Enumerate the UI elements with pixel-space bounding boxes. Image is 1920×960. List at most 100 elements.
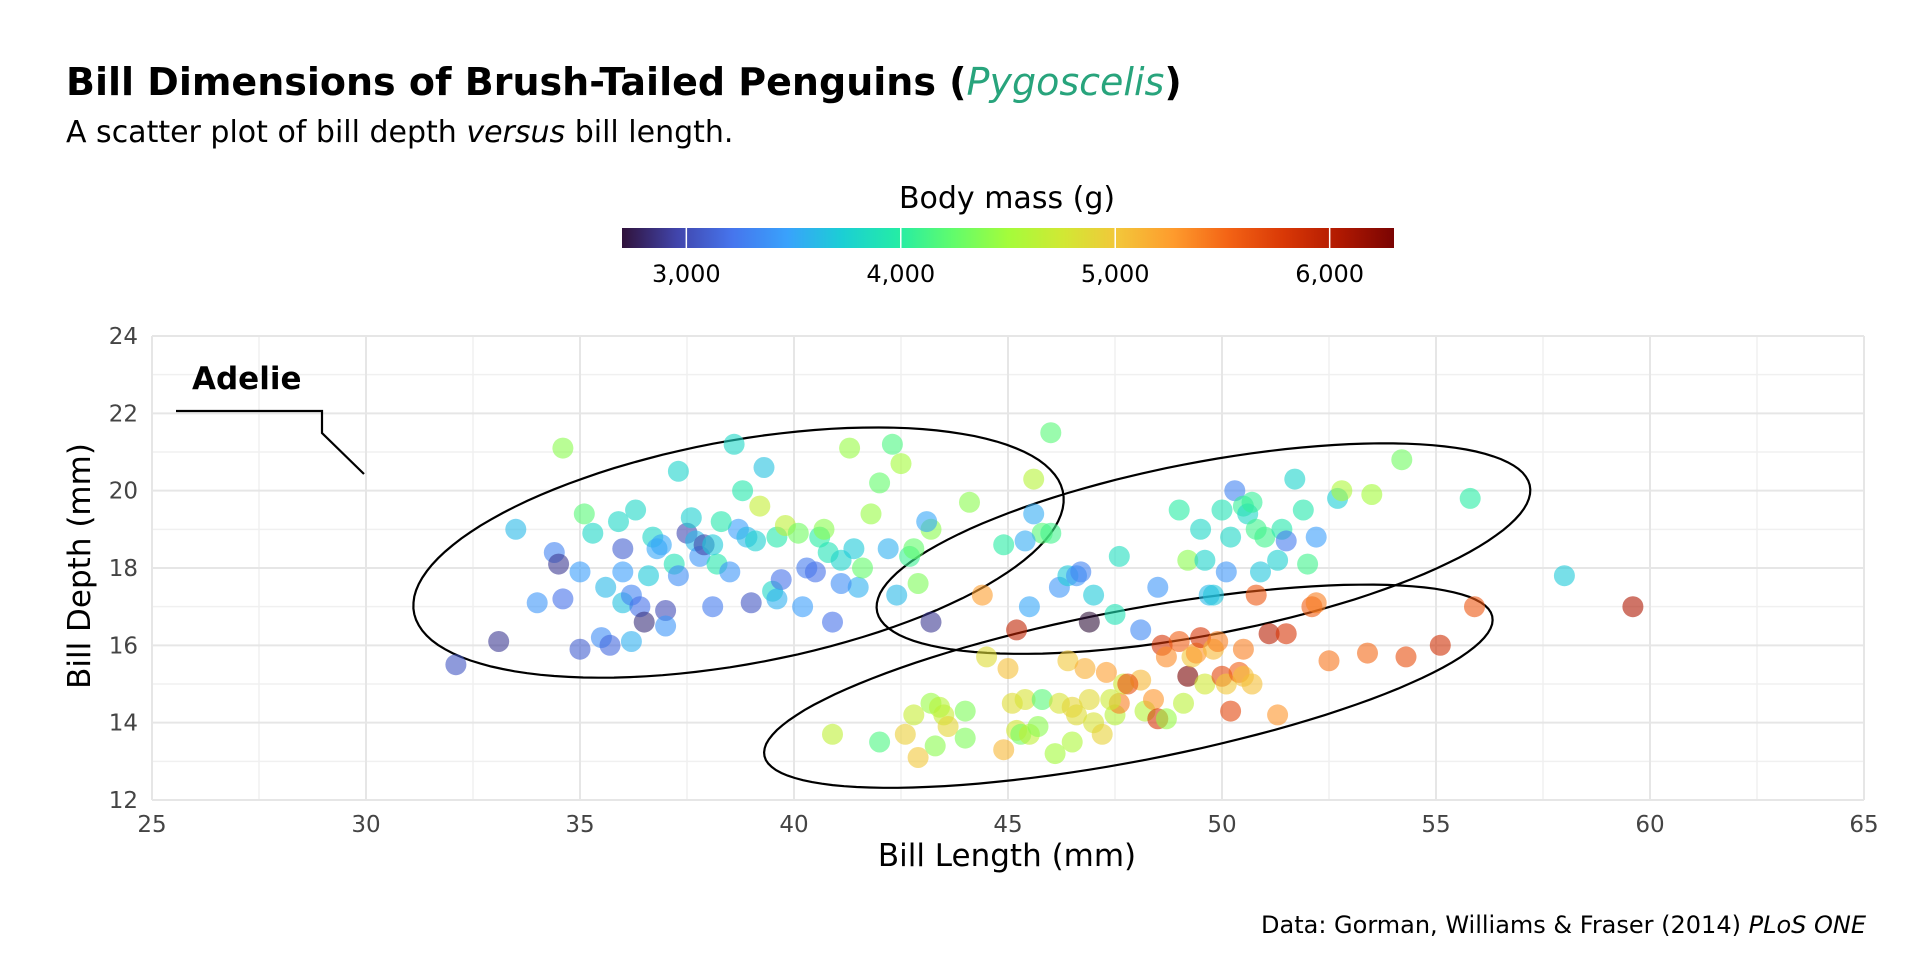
data-point: [723, 433, 745, 455]
data-point: [740, 592, 762, 614]
x-tick-label: 45: [993, 812, 1022, 838]
color-legend: Body mass (g) 3,000 4,000 5,000 6,000: [622, 181, 1394, 288]
legend-tick-label: 6,000: [1295, 260, 1364, 288]
data-point: [847, 576, 869, 598]
x-tick-label: 35: [565, 812, 594, 838]
subtitle-versus: versus: [466, 115, 565, 150]
subtitle-post: bill length.: [565, 115, 733, 150]
data-point: [1070, 561, 1092, 583]
data-point: [1232, 665, 1254, 687]
data-point: [1155, 646, 1177, 668]
data-point: [1061, 696, 1083, 718]
data-point: [1155, 708, 1177, 730]
data-point: [732, 480, 754, 502]
y-tick-label: 18: [109, 556, 138, 582]
data-point: [612, 538, 634, 560]
data-point: [1074, 658, 1096, 679]
data-point: [650, 534, 672, 556]
chart-title: Bill Dimensions of Brush-Tailed Penguins…: [66, 60, 1182, 104]
data-point: [625, 499, 647, 521]
data-point: [1318, 650, 1340, 672]
data-point: [869, 472, 891, 494]
y-tick-label: 16: [109, 633, 138, 659]
x-tick-label: 30: [351, 812, 380, 838]
data-point: [1267, 549, 1289, 571]
data-point: [877, 538, 899, 560]
data-point: [1553, 565, 1575, 587]
data-point: [1044, 743, 1066, 765]
data-point: [1194, 549, 1216, 571]
data-point: [1232, 638, 1254, 660]
data-point: [792, 596, 814, 618]
data-point: [954, 727, 976, 749]
data-point: [1031, 689, 1053, 710]
data-point: [1464, 596, 1485, 618]
data-point: [804, 561, 826, 583]
data-point: [1006, 619, 1028, 641]
x-tick-label: 40: [779, 812, 808, 838]
data-point: [1061, 731, 1083, 753]
data-point: [745, 530, 766, 552]
data-point: [822, 723, 843, 745]
data-point: [787, 522, 809, 544]
data-point: [1275, 530, 1297, 552]
group-ellipse: [412, 426, 1065, 679]
data-point: [852, 557, 873, 579]
chart-title-genus: Pygoscelis: [967, 60, 1165, 104]
data-point: [916, 511, 938, 533]
data-point: [655, 615, 677, 637]
data-points: [445, 422, 1644, 768]
data-point: [1275, 623, 1297, 645]
data-point: [552, 588, 574, 610]
data-point: [1250, 561, 1271, 583]
data-point: [1117, 673, 1139, 695]
data-point: [548, 553, 570, 575]
data-point: [1305, 526, 1327, 548]
data-point: [573, 503, 595, 525]
legend-tick-label: 4,000: [866, 260, 935, 288]
data-point: [667, 565, 689, 587]
y-tick-label: 14: [109, 711, 138, 737]
legend-tick-label: 5,000: [1081, 260, 1150, 288]
data-point: [595, 576, 617, 598]
data-point: [1173, 692, 1194, 714]
data-point: [869, 731, 891, 753]
annotation-label: Adelie: [192, 361, 301, 397]
data-point: [638, 565, 659, 587]
data-point: [749, 495, 771, 517]
data-point: [881, 433, 903, 455]
legend-title: Body mass (g): [899, 181, 1115, 216]
data-point: [1023, 468, 1045, 490]
chart-subtitle: A scatter plot of bill depth versus bill…: [66, 115, 733, 150]
data-point: [526, 592, 548, 614]
data-point: [1177, 665, 1199, 687]
y-tick-label: 12: [109, 788, 138, 814]
data-point: [1100, 689, 1122, 710]
data-point: [886, 584, 908, 606]
data-point: [843, 538, 865, 560]
legend-colorbar: [622, 228, 1394, 248]
data-point: [710, 511, 732, 533]
chart-title-main: Bill Dimensions of Brush-Tailed Penguins…: [66, 60, 967, 104]
adelie-annotation: Adelie: [176, 361, 365, 475]
axes: 25 30 35 40 45 50 55 60 65 12 14 16 18 20 22 24: [109, 324, 1879, 838]
data-point: [1018, 596, 1040, 618]
data-point: [1091, 723, 1113, 745]
data-point: [655, 600, 677, 621]
data-point: [1078, 689, 1100, 710]
chart-title-end: ): [1164, 60, 1181, 104]
data-point: [582, 522, 604, 544]
subtitle-pre: A scatter plot of bill depth: [66, 115, 466, 150]
data-point: [1177, 549, 1199, 571]
data-point: [976, 646, 998, 668]
legend-ticks: 3,000 4,000 5,000 6,000: [652, 228, 1364, 288]
data-point: [1168, 631, 1190, 652]
data-point: [907, 573, 929, 594]
data-point: [1395, 646, 1417, 668]
data-point: [1194, 673, 1216, 695]
data-point: [1027, 716, 1049, 737]
data-point: [1023, 503, 1045, 525]
caption-journal: PLoS ONE: [1749, 911, 1867, 939]
data-point: [924, 735, 946, 757]
